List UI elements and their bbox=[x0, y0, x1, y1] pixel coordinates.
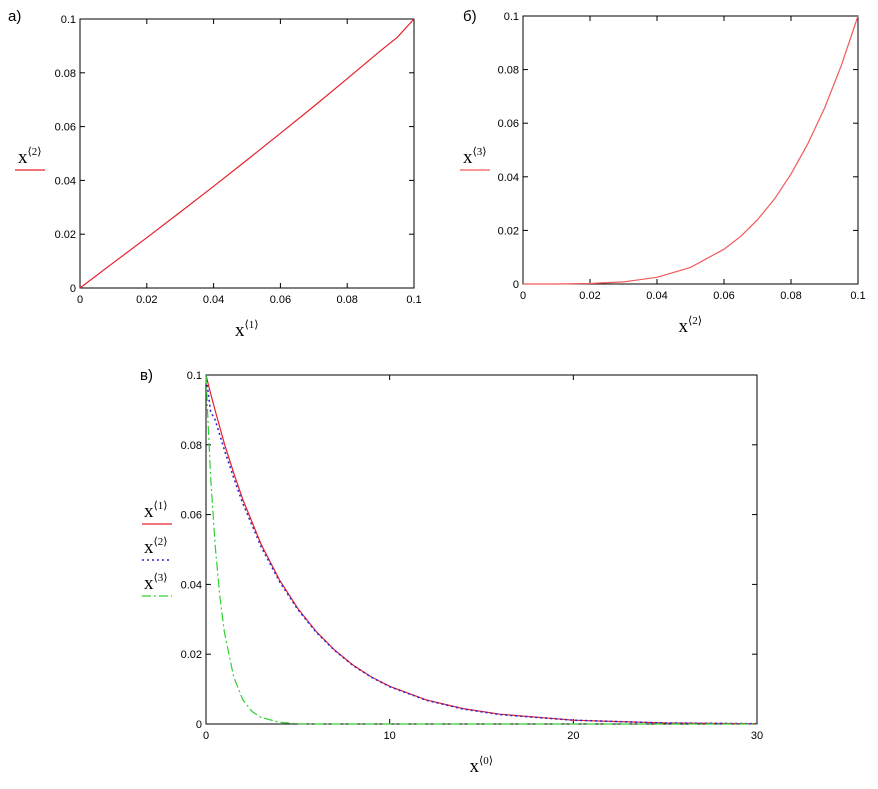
y-tick-label-a: 0.02 bbox=[55, 229, 76, 241]
legend-label-3-superscript: ⟨3⟩ bbox=[154, 572, 168, 584]
legend-label-1-superscript: ⟨1⟩ bbox=[154, 500, 168, 512]
y-tick-label-b: 0.02 bbox=[498, 225, 519, 237]
x-axis-label-c-base: x bbox=[470, 756, 480, 777]
x-tick-label-a: 0.02 bbox=[136, 294, 157, 306]
y-tick-label-a: 0.04 bbox=[55, 175, 76, 187]
x-tick-label-c: 30 bbox=[751, 730, 763, 742]
y-tick-label-b: 0.06 bbox=[498, 118, 519, 130]
y-tick-label-c: 0 bbox=[196, 719, 202, 731]
legend-label-2-superscript: ⟨2⟩ bbox=[154, 536, 168, 548]
x-tick-label-a: 0.04 bbox=[203, 294, 224, 306]
x-tick-label-a: 0.06 bbox=[270, 294, 291, 306]
y-tick-label-c: 0.1 bbox=[187, 370, 202, 382]
panel-b-label: б) bbox=[463, 8, 477, 25]
y-tick-label-b: 0.1 bbox=[504, 11, 519, 23]
y-tick-label-c: 0.06 bbox=[181, 510, 202, 522]
y-tick-label-b: 0.08 bbox=[498, 65, 519, 77]
y-tick-label-a: 0.06 bbox=[55, 122, 76, 134]
chart-b: 0 0.02 0.04 0.06 0.08 0.1 0 0.02 0.04 0.06 0.08 0.1 bbox=[460, 11, 866, 302]
x-tick-label-a: 0 bbox=[77, 294, 83, 306]
x-tick-label-b: 0.1 bbox=[850, 290, 865, 302]
y-axis-label-a-base: x bbox=[18, 147, 28, 168]
y-tick-label-c: 0.08 bbox=[181, 440, 202, 452]
legend-label-3-base: x bbox=[144, 573, 154, 594]
legend-label-1-base: x bbox=[144, 501, 154, 522]
x-axis-label-a-superscript: ⟨1⟩ bbox=[245, 319, 259, 331]
y-axis-label-a-superscript: ⟨2⟩ bbox=[28, 146, 42, 158]
y-tick-label-c: 0.04 bbox=[181, 579, 202, 591]
legend-label-1: x⟨1⟩ bbox=[144, 500, 168, 522]
x-axis-label-c-superscript: ⟨0⟩ bbox=[479, 755, 493, 767]
legend-label-3: x⟨3⟩ bbox=[144, 572, 168, 594]
x-axis-label-a: x⟨1⟩ bbox=[235, 319, 259, 341]
x-axis-label-b-superscript: ⟨2⟩ bbox=[688, 315, 702, 327]
y-axis-label-b: x⟨3⟩ bbox=[463, 146, 487, 168]
series-line-c-1 bbox=[205, 374, 758, 725]
y-axis-label-a: x⟨2⟩ bbox=[18, 146, 42, 168]
legend-label-2-base: x bbox=[144, 537, 154, 558]
chart-c: 0 10 20 30 0 0.02 0.04 0.06 0.08 0.1 bbox=[142, 370, 763, 742]
plot-frame-a bbox=[79, 18, 415, 289]
y-tick-label-a: 0.1 bbox=[61, 14, 76, 26]
series-line-c-3 bbox=[205, 374, 757, 725]
plot-frame-b bbox=[522, 15, 859, 285]
series-line-c-2 bbox=[205, 374, 758, 725]
y-tick-label-c: 0.02 bbox=[181, 649, 202, 661]
y-axis-label-b-base: x bbox=[463, 147, 473, 168]
chart-a: 0 0.02 0.04 0.06 0.08 0.1 0 0.02 0.04 0.06 0.08 0.1 bbox=[15, 14, 422, 306]
plot-frame-c bbox=[205, 374, 758, 725]
legend-label-2: x⟨2⟩ bbox=[144, 536, 168, 558]
y-axis-label-b-superscript: ⟨3⟩ bbox=[473, 146, 487, 158]
x-axis-label-b: x⟨2⟩ bbox=[679, 315, 703, 337]
x-tick-label-b: 0.06 bbox=[713, 290, 734, 302]
x-axis-label-b-base: x bbox=[679, 316, 689, 337]
x-tick-label-b: 0.08 bbox=[780, 290, 801, 302]
x-axis-label-a-base: x bbox=[235, 320, 245, 341]
x-tick-label-b: 0 bbox=[520, 290, 526, 302]
x-tick-label-a: 0.08 bbox=[336, 294, 357, 306]
y-tick-label-b: 0 bbox=[513, 279, 519, 291]
series-line-a-1 bbox=[79, 18, 415, 289]
x-tick-label-a: 0.1 bbox=[406, 294, 421, 306]
y-tick-label-b: 0.04 bbox=[498, 172, 519, 184]
x-tick-label-c: 0 bbox=[203, 730, 209, 742]
x-tick-label-c: 10 bbox=[384, 730, 396, 742]
y-tick-label-a: 0.08 bbox=[55, 68, 76, 80]
series-line-b-1 bbox=[523, 15, 859, 285]
x-tick-label-b: 0.04 bbox=[646, 290, 667, 302]
x-tick-label-b: 0.02 bbox=[579, 290, 600, 302]
x-axis-label-c: x⟨0⟩ bbox=[470, 755, 494, 777]
y-tick-label-a: 0 bbox=[70, 283, 76, 295]
x-tick-label-c: 20 bbox=[567, 730, 579, 742]
panel-c-label: в) bbox=[140, 367, 153, 384]
panel-a-label: а) bbox=[8, 8, 22, 25]
